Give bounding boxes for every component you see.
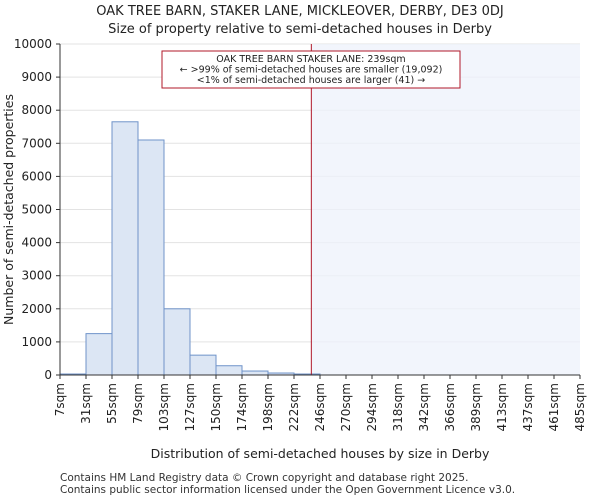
- x-tick-label: 270sqm: [339, 383, 353, 431]
- x-tick-label: 437sqm: [521, 383, 535, 431]
- histogram-bar: [85, 333, 113, 376]
- x-tick-label: 7sqm: [53, 383, 67, 416]
- annotation-line1: OAK TREE BARN STAKER LANE: 239sqm: [216, 54, 405, 65]
- larger-region-shade: [311, 44, 580, 375]
- x-tick-label: 198sqm: [261, 383, 275, 431]
- footer-line1: Contains HM Land Registry data © Crown c…: [60, 472, 469, 484]
- y-tick-label: 2000: [21, 302, 52, 316]
- x-tick-label: 55sqm: [105, 383, 119, 424]
- y-tick-label: 9000: [21, 70, 52, 84]
- chart-title-line2: Size of property relative to semi-detach…: [108, 22, 492, 37]
- x-axis-label: Distribution of semi-detached houses by …: [151, 446, 490, 461]
- x-tick-label: 150sqm: [209, 383, 223, 431]
- histogram-bar: [215, 365, 243, 376]
- x-tick-label: 294sqm: [365, 383, 379, 431]
- x-tick-label: 79sqm: [131, 383, 145, 424]
- histogram-bar: [111, 121, 139, 376]
- x-tick-label: 246sqm: [313, 383, 327, 431]
- x-tick-label: 389sqm: [469, 383, 483, 431]
- y-tick-label: 6000: [21, 169, 52, 183]
- y-tick-label: 8000: [21, 103, 52, 117]
- x-tick-label: 31sqm: [79, 383, 93, 424]
- y-tick-label: 4000: [21, 236, 52, 250]
- y-tick-label: 10000: [14, 37, 52, 51]
- annotation-box: [161, 50, 461, 89]
- x-tick-label: 174sqm: [235, 383, 249, 431]
- histogram-bar: [137, 139, 165, 376]
- x-tick-label: 485sqm: [573, 383, 587, 431]
- histogram-bar: [189, 354, 217, 376]
- y-axis-label: Number of semi-detached properties: [1, 94, 16, 325]
- x-tick-label: 366sqm: [443, 383, 457, 431]
- y-tick-label: 7000: [21, 136, 52, 150]
- histogram-bar: [163, 308, 191, 376]
- chart-title-line1: OAK TREE BARN, STAKER LANE, MICKLEOVER, …: [96, 4, 504, 19]
- x-tick-label: 318sqm: [391, 383, 405, 431]
- x-tick-label: 127sqm: [183, 383, 197, 431]
- x-tick-label: 222sqm: [287, 383, 301, 431]
- annotation-line3: <1% of semi-detached houses are larger (…: [197, 75, 425, 86]
- footer-line2: Contains public sector information licen…: [60, 484, 516, 496]
- histogram-bar: [241, 370, 269, 376]
- x-tick-label: 103sqm: [157, 383, 171, 431]
- x-tick-label: 461sqm: [547, 383, 561, 431]
- y-tick-label: 3000: [21, 269, 52, 283]
- x-tick-label: 413sqm: [495, 383, 509, 431]
- y-tick-label: 0: [44, 368, 52, 382]
- x-tick-label: 342sqm: [417, 383, 431, 431]
- annotation-line2: ← >99% of semi-detached houses are small…: [180, 65, 443, 76]
- y-tick-label: 5000: [21, 203, 52, 217]
- y-tick-label: 1000: [21, 335, 52, 349]
